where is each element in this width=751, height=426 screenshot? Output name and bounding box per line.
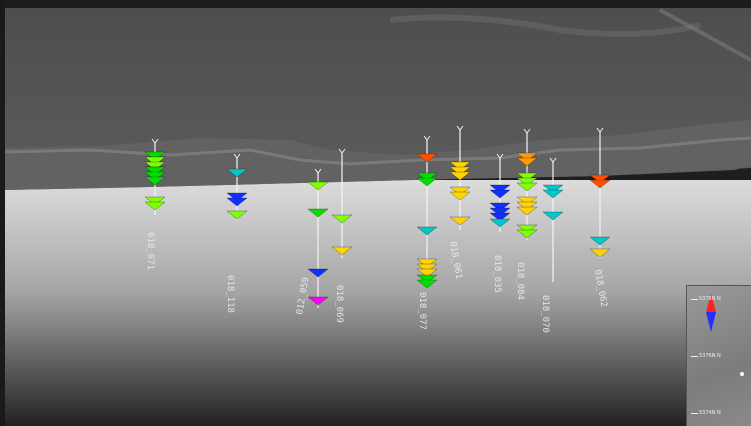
minimap-northing-label: 5378N N — [699, 296, 721, 302]
terrain-ridge — [5, 120, 751, 190]
drillhole-label: 018_070 — [540, 295, 550, 333]
structure-disk[interactable] — [331, 246, 353, 256]
structure-disk[interactable] — [516, 172, 538, 182]
structure-disk[interactable] — [226, 210, 248, 220]
structure-disk[interactable] — [489, 218, 511, 228]
structure-disk[interactable] — [144, 196, 166, 206]
structure-disk[interactable] — [144, 166, 166, 176]
structure-disk[interactable] — [489, 207, 511, 217]
drillhole[interactable]: 018_070 — [540, 157, 564, 333]
structure-disk[interactable] — [516, 206, 538, 216]
structure-disk[interactable] — [542, 184, 564, 194]
structure-disk[interactable] — [489, 189, 511, 199]
drillhole[interactable]: 018_084 — [515, 128, 538, 300]
minimap-grid-tick — [691, 299, 698, 300]
structure-disk[interactable] — [589, 174, 611, 184]
structure-disk[interactable] — [144, 161, 166, 171]
structure-disk[interactable] — [331, 214, 353, 224]
drillhole-label: 018_069 — [334, 285, 344, 323]
ground-plane — [0, 180, 751, 426]
structure-disk[interactable] — [144, 201, 166, 211]
structure-disk[interactable] — [589, 248, 611, 258]
structure-disk[interactable] — [449, 161, 471, 171]
structure-disk[interactable] — [416, 153, 438, 163]
structure-disk[interactable] — [416, 177, 438, 187]
drillhole-label: 018_077 — [417, 292, 427, 330]
minimap-grid-tick — [691, 356, 698, 357]
structure-disk[interactable] — [489, 202, 511, 212]
structure-disk[interactable] — [516, 177, 538, 187]
structure-disk[interactable] — [226, 197, 248, 207]
structure-disk[interactable] — [516, 224, 538, 234]
structure-disk[interactable] — [542, 211, 564, 221]
drillhole-label: 018_035 — [492, 255, 502, 293]
drillhole[interactable]: 018_077 — [416, 135, 438, 330]
structure-disk[interactable] — [416, 258, 438, 268]
structure-disk[interactable] — [516, 201, 538, 211]
structure-disk[interactable] — [226, 168, 248, 178]
structure-disk[interactable] — [144, 176, 166, 186]
structure-disk[interactable] — [307, 268, 329, 278]
structure-disk[interactable] — [542, 189, 564, 199]
drillhole-label: 018_084 — [515, 262, 525, 300]
minimap-inset[interactable]: 5378N N 5376N N 5374N N — [686, 285, 751, 426]
structure-disk[interactable] — [516, 196, 538, 206]
minimap-grid-tick — [691, 413, 698, 414]
structure-disk[interactable] — [416, 172, 438, 182]
structure-disk[interactable] — [226, 192, 248, 202]
structure-disk[interactable] — [416, 226, 438, 236]
structure-disk[interactable] — [416, 279, 438, 289]
structure-disk[interactable] — [307, 181, 329, 191]
left-edge-strip — [0, 0, 5, 426]
structure-disk[interactable] — [516, 152, 538, 162]
minimap-northing-label: 5374N N — [699, 410, 721, 416]
structure-disk[interactable] — [589, 236, 611, 246]
structure-disk[interactable] — [516, 182, 538, 192]
structure-disk[interactable] — [489, 212, 511, 222]
minimap-position-marker — [740, 372, 744, 376]
structure-disk[interactable] — [449, 166, 471, 176]
minimap-northing-label: 5376N N — [699, 353, 721, 359]
drillhole-label: 018_071 — [145, 232, 155, 270]
structure-disk[interactable] — [144, 156, 166, 166]
structure-disk[interactable] — [416, 274, 438, 284]
drillhole[interactable]: 018_118 — [225, 153, 248, 313]
terrain-highlight — [659, 8, 751, 62]
drillhole[interactable]: 018_069 — [331, 148, 353, 323]
north-arrow-icon — [706, 294, 716, 332]
structure-disk[interactable] — [449, 186, 471, 196]
structure-disk[interactable] — [589, 179, 611, 189]
structure-disk[interactable] — [516, 157, 538, 167]
drillhole[interactable]: 018_071 — [144, 138, 166, 270]
drillhole-label: 018_118 — [225, 275, 235, 313]
structure-disk[interactable] — [449, 171, 471, 181]
structure-disk[interactable] — [489, 184, 511, 194]
structure-disk[interactable] — [307, 296, 329, 306]
structure-disk[interactable] — [516, 229, 538, 239]
structure-disk[interactable] — [144, 171, 166, 181]
structure-disk[interactable] — [416, 268, 438, 278]
structure-disk[interactable] — [416, 263, 438, 273]
structure-disk[interactable] — [144, 151, 166, 161]
structure-disk[interactable] — [307, 208, 329, 218]
drillhole[interactable]: 018_035 — [489, 153, 511, 293]
structure-disk[interactable] — [449, 191, 471, 201]
structure-disk[interactable] — [449, 216, 471, 226]
top-toolbar-strip — [0, 0, 751, 7]
terrain-highlight — [389, 14, 701, 37]
